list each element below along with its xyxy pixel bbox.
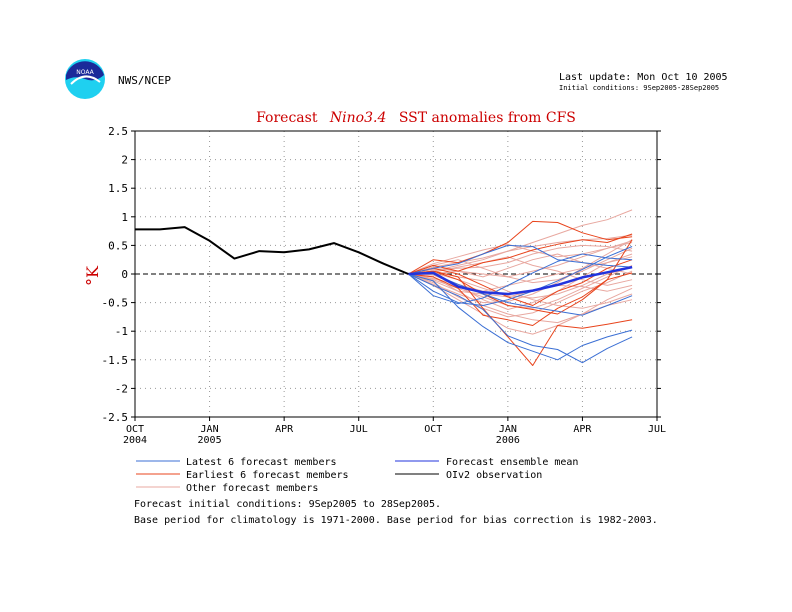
legend-label-earliest: Earliest 6 forecast members (186, 470, 349, 481)
observation-line (135, 226, 409, 275)
footer-line-2: Base period for climatology is 1971-2000… (134, 515, 658, 526)
legend: Latest 6 forecast members Earliest 6 for… (136, 457, 578, 494)
earliest-member-line (408, 233, 633, 275)
noaa-logo: NOAA (65, 59, 105, 99)
initial-conditions-header: Initial conditions: 9Sep2005-28Sep2005 (559, 84, 719, 92)
legend-label-other: Other forecast members (186, 483, 318, 494)
latest-member-line (408, 273, 633, 361)
other-member-line (408, 242, 633, 275)
chart-title: Forecast Nino3.4 SST anomalies from CFS (256, 110, 576, 126)
latest-member-line (408, 253, 633, 305)
x-tick-year: 2004 (123, 435, 147, 446)
other-member-line (408, 234, 633, 275)
other-member-line (408, 240, 633, 278)
other-member-line (408, 239, 633, 304)
y-tick-label: -1.5 (102, 354, 129, 367)
series-layer (135, 209, 633, 366)
y-tick-label: -2 (115, 382, 128, 395)
y-tick-label: 0.5 (108, 239, 128, 252)
latest-member-line (408, 246, 633, 306)
x-tick-label: JAN (201, 424, 219, 435)
agency-label: NWS/NCEP (118, 74, 171, 87)
earliest-member-line (408, 220, 633, 275)
noaa-logo-bird (70, 75, 101, 85)
y-tick-label: 2 (121, 154, 128, 167)
earliest-member-line (408, 270, 633, 315)
x-tick-year: 2005 (198, 435, 222, 446)
x-tick-label: JUL (648, 424, 666, 435)
y-tick-label: 2.5 (108, 125, 128, 138)
latest-member-line (408, 244, 633, 275)
x-tick-label: APR (275, 424, 294, 435)
y-axis-label: °K (83, 265, 102, 286)
earliest-member-line (408, 270, 633, 366)
chart-title-italic: Nino3.4 (329, 110, 386, 126)
y-tick-label: -1 (115, 325, 128, 338)
x-tick-label: APR (573, 424, 592, 435)
x-tick-year: 2006 (496, 435, 520, 446)
legend-label-mean: Forecast ensemble mean (446, 457, 578, 468)
y-tick-label: -2.5 (102, 411, 129, 424)
chart-title-suffix: SST anomalies from CFS (399, 110, 576, 126)
y-tick-label: -0.5 (102, 297, 129, 310)
earliest-member-line (408, 239, 633, 326)
chart-title-prefix: Forecast (256, 110, 318, 126)
x-tick-label: OCT (424, 424, 442, 435)
grid (135, 131, 657, 417)
legend-label-observation: OIv2 observation (446, 470, 542, 481)
other-member-line (408, 256, 633, 286)
y-tick-label: 0 (121, 268, 128, 281)
legend-label-latest: Latest 6 forecast members (186, 457, 337, 468)
other-member-line (408, 244, 633, 275)
x-tick-label: OCT (126, 424, 144, 435)
y-tick-label: 1 (121, 211, 128, 224)
other-member-line (408, 273, 633, 324)
x-tick-label: JUL (350, 424, 368, 435)
ensemble-mean-line (408, 265, 633, 296)
other-member-line (408, 270, 633, 318)
y-tick-label: 1.5 (108, 182, 128, 195)
other-member-line (408, 266, 633, 299)
other-member-line (408, 273, 633, 335)
axes: 2.521.510.50-0.5-1-1.5-2-2.5OCT2004JAN20… (102, 125, 667, 446)
noaa-logo-top-half (66, 61, 104, 81)
last-update: Last update: Mon Oct 10 2005 (559, 72, 728, 83)
footer-line-1: Forecast initial conditions: 9Sep2005 to… (134, 499, 441, 510)
x-tick-label: JAN (499, 424, 517, 435)
noaa-logo-text: NOAA (76, 69, 94, 76)
latest-member-line (408, 273, 633, 364)
